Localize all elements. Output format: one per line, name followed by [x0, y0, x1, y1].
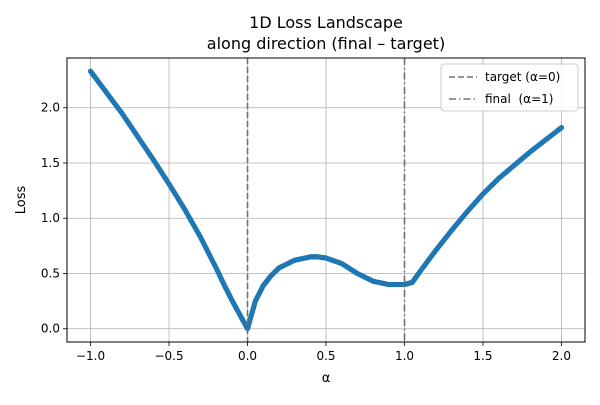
- y-tick-label: 0.0: [41, 322, 60, 336]
- legend-box: [440, 63, 579, 112]
- x-tick-label: 1.0: [395, 349, 414, 363]
- x-tick-label: 0.0: [238, 349, 257, 363]
- loss-point: [205, 249, 211, 256]
- legend-target-label: target (α=0): [485, 70, 560, 84]
- chart-title: 1D Loss Landscape: [249, 13, 403, 32]
- loss-point: [203, 246, 209, 252]
- y-axis-label: Loss: [14, 186, 29, 215]
- loss-point: [558, 125, 565, 131]
- loss-point: [207, 253, 213, 259]
- y-tick-label: 1.5: [41, 156, 60, 170]
- loss-point: [199, 238, 205, 244]
- loss-point: [201, 242, 207, 248]
- loss-point: [211, 261, 217, 267]
- x-tick-label: 2.0: [552, 349, 571, 363]
- legend: target (α=0) final (α=1): [440, 63, 579, 112]
- y-tick-label: 1.0: [41, 211, 60, 225]
- x-tick-label: 1.5: [473, 349, 492, 363]
- ticks: −1.0 −0.5 0.0 0.5 1.0 1.5 2.0 0.0 0.5 1.0 1.5 2.0: [41, 101, 571, 363]
- x-axis-label: α: [322, 371, 331, 386]
- loss-point: [209, 257, 215, 263]
- x-tick-label: 0.5: [316, 349, 335, 363]
- loss-point: [197, 234, 204, 240]
- x-tick-label: −0.5: [154, 349, 183, 363]
- legend-final-label: final (α=1): [485, 92, 553, 106]
- y-tick-label: 0.5: [41, 266, 60, 280]
- plot-area: [87, 58, 565, 342]
- x-tick-label: −1.0: [76, 349, 105, 363]
- y-tick-label: 2.0: [41, 101, 60, 115]
- chart-subtitle: along direction (final – target): [207, 34, 445, 53]
